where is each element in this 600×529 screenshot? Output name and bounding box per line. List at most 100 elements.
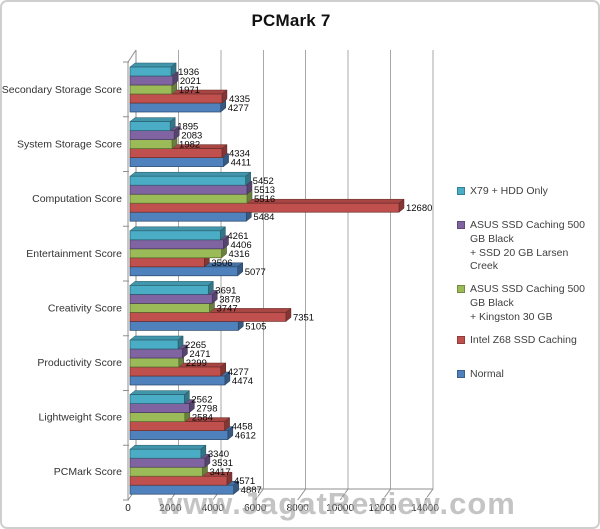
bar-value-label: 1895 <box>177 122 198 133</box>
bar-value-label: 3417 <box>209 467 230 478</box>
bar <box>129 202 400 213</box>
legend: X79 + HDD Only ASUS SSD Caching 500 GB Bl… <box>457 185 598 402</box>
chart-title: PCMark 7 <box>251 11 331 30</box>
bar-value-label: 4458 <box>232 422 253 433</box>
legend-swatch <box>457 285 465 294</box>
x-tick-label: 14000 <box>411 503 439 514</box>
bar <box>129 175 247 186</box>
legend-swatch <box>457 220 465 229</box>
bar-value-label: 5105 <box>245 321 266 332</box>
bar-value-label: 3340 <box>208 449 229 460</box>
bar-value-label: 5516 <box>254 194 275 205</box>
bar <box>129 193 248 204</box>
tick-mark <box>382 488 391 501</box>
bar-value-label: 1936 <box>178 67 199 78</box>
bar <box>129 66 172 77</box>
bar <box>129 348 183 359</box>
bar <box>129 457 206 468</box>
bar-value-label: 1971 <box>179 85 200 96</box>
legend-label: X79 + HDD Only <box>470 185 548 197</box>
bar-top-face <box>129 226 227 232</box>
bar-value-label: 4887 <box>241 485 262 496</box>
tick-mark <box>254 488 264 501</box>
bar-value-label: 2471 <box>189 349 210 360</box>
legend-item: Normal <box>457 367 598 382</box>
bar-value-label: 3691 <box>215 285 236 296</box>
bar-top-face <box>129 117 176 122</box>
bar-value-label: 4261 <box>227 231 248 242</box>
bar <box>129 239 224 250</box>
bar-value-label: 4316 <box>229 249 250 260</box>
bar-value-label: 2584 <box>192 413 213 424</box>
bar-top-face <box>129 335 184 341</box>
category-label: Lightweight Score <box>39 412 123 424</box>
bar <box>129 312 287 322</box>
bar-value-label: 2562 <box>191 395 212 406</box>
bar <box>129 139 173 149</box>
bar-value-label: 4277 <box>228 367 249 378</box>
bar <box>129 294 213 304</box>
legend-item: ASUS SSD Caching 500 GB Black + Kingston … <box>457 283 598 325</box>
bar <box>129 102 222 113</box>
bar-value-label: 5484 <box>253 212 274 223</box>
bar-value-label: 4277 <box>228 103 249 114</box>
bar <box>129 403 190 413</box>
legend-item: X79 + HDD Only <box>457 185 598 199</box>
tick-mark <box>339 488 349 501</box>
bar-value-label: 5513 <box>254 185 275 196</box>
bar-value-label: 3531 <box>212 458 233 469</box>
bar-value-label: 4474 <box>232 376 253 387</box>
bar <box>129 230 221 241</box>
x-tick-label: 12000 <box>369 503 397 514</box>
bar-value-label: 3506 <box>211 258 232 269</box>
category-label: PCMark Score <box>54 466 122 478</box>
x-tick-label: 8000 <box>287 503 310 514</box>
bar <box>129 394 185 404</box>
bar-value-label: 2265 <box>185 340 206 351</box>
bar-value-label: 5077 <box>245 267 266 278</box>
bar-value-label: 2798 <box>196 404 217 415</box>
bar-value-label: 2083 <box>181 131 202 142</box>
bar <box>129 248 222 259</box>
bar <box>129 375 226 386</box>
legend-item: Intel Z68 SSD Caching <box>457 333 598 348</box>
category-label: Computation Score <box>32 193 122 205</box>
legend-label: ASUS SSD Caching 500 GB Black + Kingston … <box>470 283 585 324</box>
bar-value-label: 7351 <box>293 312 314 323</box>
bar <box>129 466 203 477</box>
legend-swatch <box>457 335 465 344</box>
bar <box>129 148 223 158</box>
bar <box>129 448 202 459</box>
legend-swatch <box>457 369 465 378</box>
legend-item: ASUS SSD Caching 500 GB Black + SSD 20 GB… <box>457 219 598 274</box>
bar-value-label: 4334 <box>229 149 250 160</box>
x-tick-label: 6000 <box>244 503 267 514</box>
bar <box>129 130 175 140</box>
x-tick-label: 0 <box>125 503 131 514</box>
bar <box>129 303 210 313</box>
bar-value-label: 4335 <box>229 94 250 105</box>
bar <box>129 285 209 295</box>
bar-value-label: 4406 <box>230 240 251 251</box>
legend-swatch <box>457 187 465 195</box>
bar <box>129 321 239 331</box>
bar <box>129 257 205 268</box>
bar-value-label: 4612 <box>235 431 256 442</box>
bar-value-label: 1982 <box>179 140 200 151</box>
category-label: Creativity Score <box>48 302 122 314</box>
bar <box>129 366 222 377</box>
legend-label: Normal <box>470 367 504 380</box>
bar <box>129 93 223 104</box>
bar-value-label: 12680 <box>406 203 432 214</box>
bar <box>129 211 247 222</box>
legend-label: Intel Z68 SSD Caching <box>470 333 577 346</box>
bar-top-face <box>129 62 177 68</box>
category-label: Productivity Score <box>37 357 122 369</box>
bar-top-face <box>129 281 215 286</box>
x-tick-label: 4000 <box>202 503 225 514</box>
bar <box>129 430 229 440</box>
tick-mark <box>424 488 434 501</box>
tick-mark <box>297 488 307 501</box>
